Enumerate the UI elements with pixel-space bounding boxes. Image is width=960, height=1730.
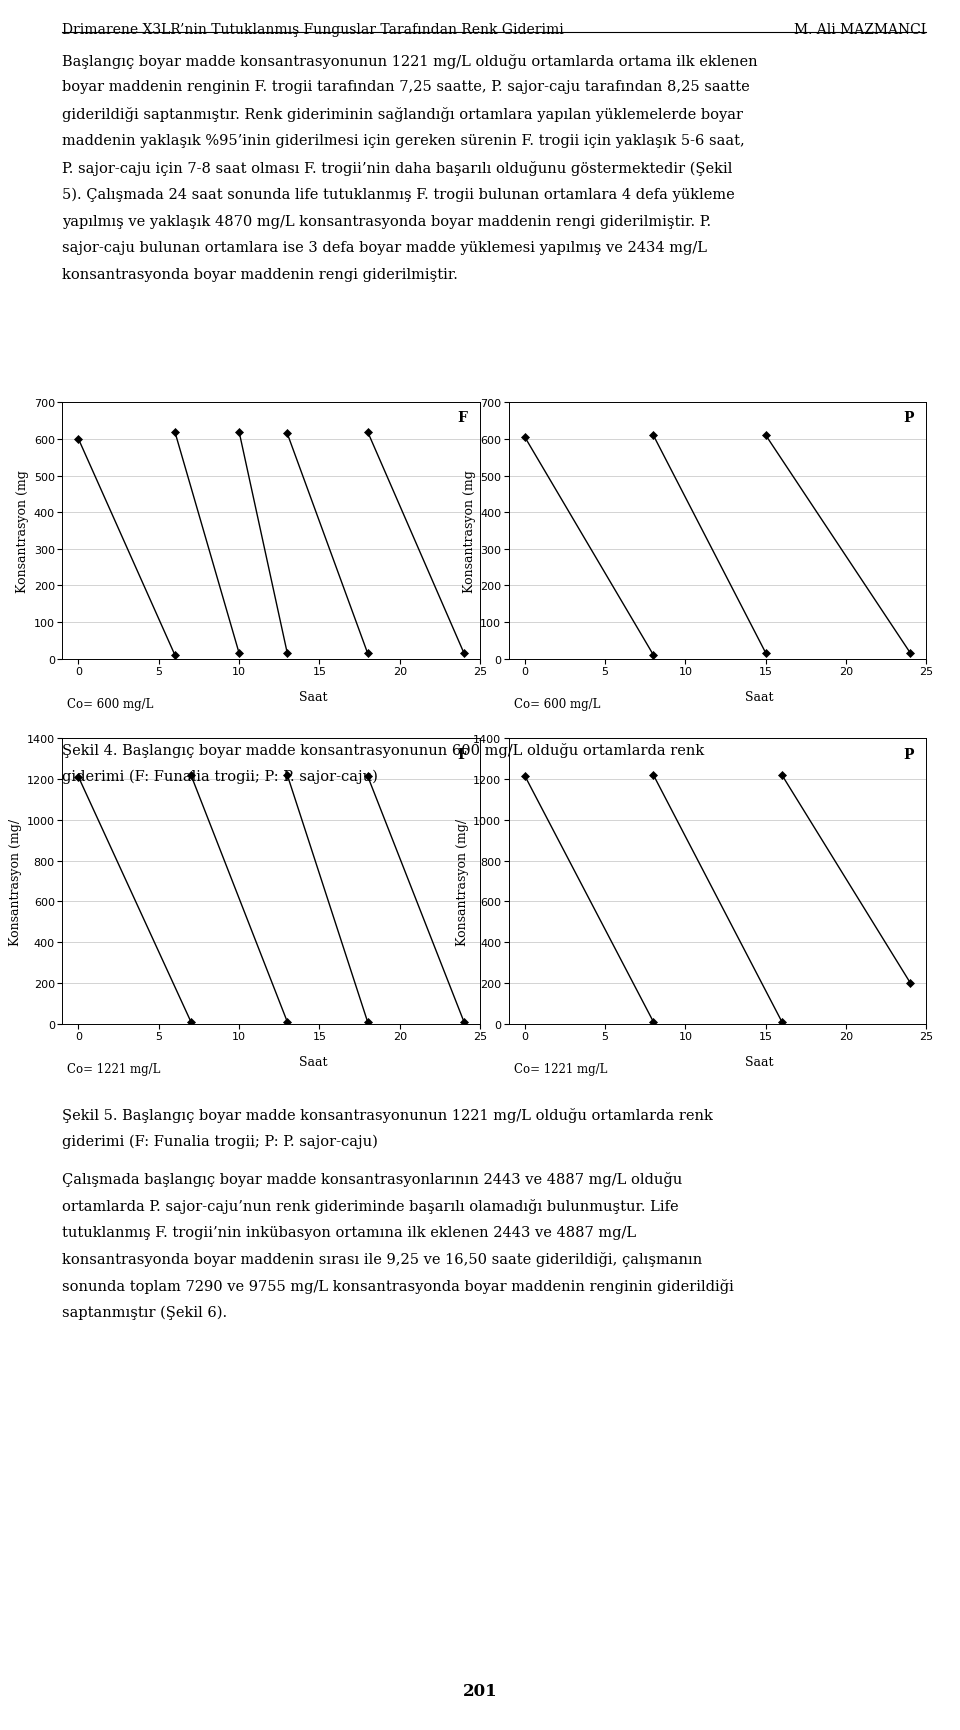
Text: 201: 201 — [463, 1682, 497, 1699]
Text: Co= 1221 mg/L: Co= 1221 mg/L — [67, 1062, 160, 1076]
Text: sajor-caju bulunan ortamlara ise 3 defa boyar madde yüklemesi yapılmış ve 2434 m: sajor-caju bulunan ortamlara ise 3 defa … — [62, 242, 708, 256]
Y-axis label: Konsantrasyon (mg/: Konsantrasyon (mg/ — [10, 818, 22, 945]
Text: konsantrasyonda boyar maddenin rengi giderilmiştir.: konsantrasyonda boyar maddenin rengi gid… — [62, 268, 458, 282]
Text: F: F — [458, 410, 468, 426]
Text: giderildiği saptanmıştır. Renk gideriminin sağlandığı ortamlara yapılan yüklemel: giderildiği saptanmıştır. Renk giderimin… — [62, 107, 743, 123]
Text: Co= 600 mg/L: Co= 600 mg/L — [514, 697, 600, 711]
Text: Saat: Saat — [299, 690, 327, 704]
Text: Şekil 4. Başlangıç boyar madde konsantrasyonunun 600 mg/L olduğu ortamlarda renk: Şekil 4. Başlangıç boyar madde konsantra… — [62, 742, 705, 758]
Text: Saat: Saat — [299, 1055, 327, 1069]
Text: Şekil 5. Başlangıç boyar madde konsantrasyonunun 1221 mg/L olduğu ortamlarda ren: Şekil 5. Başlangıç boyar madde konsantra… — [62, 1107, 713, 1123]
Text: yapılmış ve yaklaşık 4870 mg/L konsantrasyonda boyar maddenin rengi giderilmişti: yapılmış ve yaklaşık 4870 mg/L konsantra… — [62, 215, 711, 228]
Text: Başlangıç boyar madde konsantrasyonunun 1221 mg/L olduğu ortamlarda ortama ilk e: Başlangıç boyar madde konsantrasyonunun … — [62, 54, 758, 69]
Text: Co= 600 mg/L: Co= 600 mg/L — [67, 697, 154, 711]
Text: tutuklanmış F. trogii’nin inkübasyon ortamına ilk eklenen 2443 ve 4887 mg/L: tutuklanmış F. trogii’nin inkübasyon ort… — [62, 1225, 636, 1239]
Y-axis label: Konsantrasyon (mg: Konsantrasyon (mg — [463, 471, 476, 592]
Y-axis label: Konsantrasyon (mg/: Konsantrasyon (mg/ — [456, 818, 468, 945]
Text: sonunda toplam 7290 ve 9755 mg/L konsantrasyonda boyar maddenin renginin gideril: sonunda toplam 7290 ve 9755 mg/L konsant… — [62, 1278, 734, 1294]
Text: saptanmıştır (Şekil 6).: saptanmıştır (Şekil 6). — [62, 1306, 228, 1320]
Text: P. sajor-caju için 7-8 saat olması F. trogii’nin daha başarılı olduğunu gösterme: P. sajor-caju için 7-8 saat olması F. tr… — [62, 161, 732, 176]
Text: P: P — [903, 747, 914, 761]
Text: P: P — [903, 410, 914, 426]
Text: Co= 1221 mg/L: Co= 1221 mg/L — [514, 1062, 607, 1076]
Text: Çalışmada başlangıç boyar madde konsantrasyonlarının 2443 ve 4887 mg/L olduğu: Çalışmada başlangıç boyar madde konsantr… — [62, 1171, 683, 1187]
Text: giderimi (F: Funalia trogii; P: P. sajor-caju): giderimi (F: Funalia trogii; P: P. sajor… — [62, 768, 378, 784]
Text: Drimarene X3LR’nin Tutuklanmış Funguslar Tarafından Renk Giderimi: Drimarene X3LR’nin Tutuklanmış Funguslar… — [62, 22, 564, 38]
Text: konsantrasyonda boyar maddenin sırası ile 9,25 ve 16,50 saate giderildiği, çalış: konsantrasyonda boyar maddenin sırası il… — [62, 1253, 703, 1266]
Text: giderimi (F: Funalia trogii; P: P. sajor-caju): giderimi (F: Funalia trogii; P: P. sajor… — [62, 1135, 378, 1149]
Y-axis label: Konsantrasyon (mg: Konsantrasyon (mg — [16, 471, 30, 592]
Text: 5). Çalışmada 24 saat sonunda life tutuklanmış F. trogii bulunan ortamlara 4 def: 5). Çalışmada 24 saat sonunda life tutuk… — [62, 189, 735, 202]
Text: Saat: Saat — [745, 1055, 774, 1069]
Text: M. Ali MAZMANCI: M. Ali MAZMANCI — [794, 22, 926, 38]
Text: F: F — [458, 747, 468, 761]
Text: maddenin yaklaşık %95’inin giderilmesi için gereken sürenin F. trogii için yakla: maddenin yaklaşık %95’inin giderilmesi i… — [62, 135, 745, 149]
Text: ortamlarda P. sajor-caju’nun renk gideriminde başarılı olamadığı bulunmuştur. Li: ortamlarda P. sajor-caju’nun renk gideri… — [62, 1199, 679, 1213]
Text: Saat: Saat — [745, 690, 774, 704]
Text: boyar maddenin renginin F. trogii tarafından 7,25 saatte, P. sajor-caju tarafınd: boyar maddenin renginin F. trogii tarafı… — [62, 80, 750, 95]
